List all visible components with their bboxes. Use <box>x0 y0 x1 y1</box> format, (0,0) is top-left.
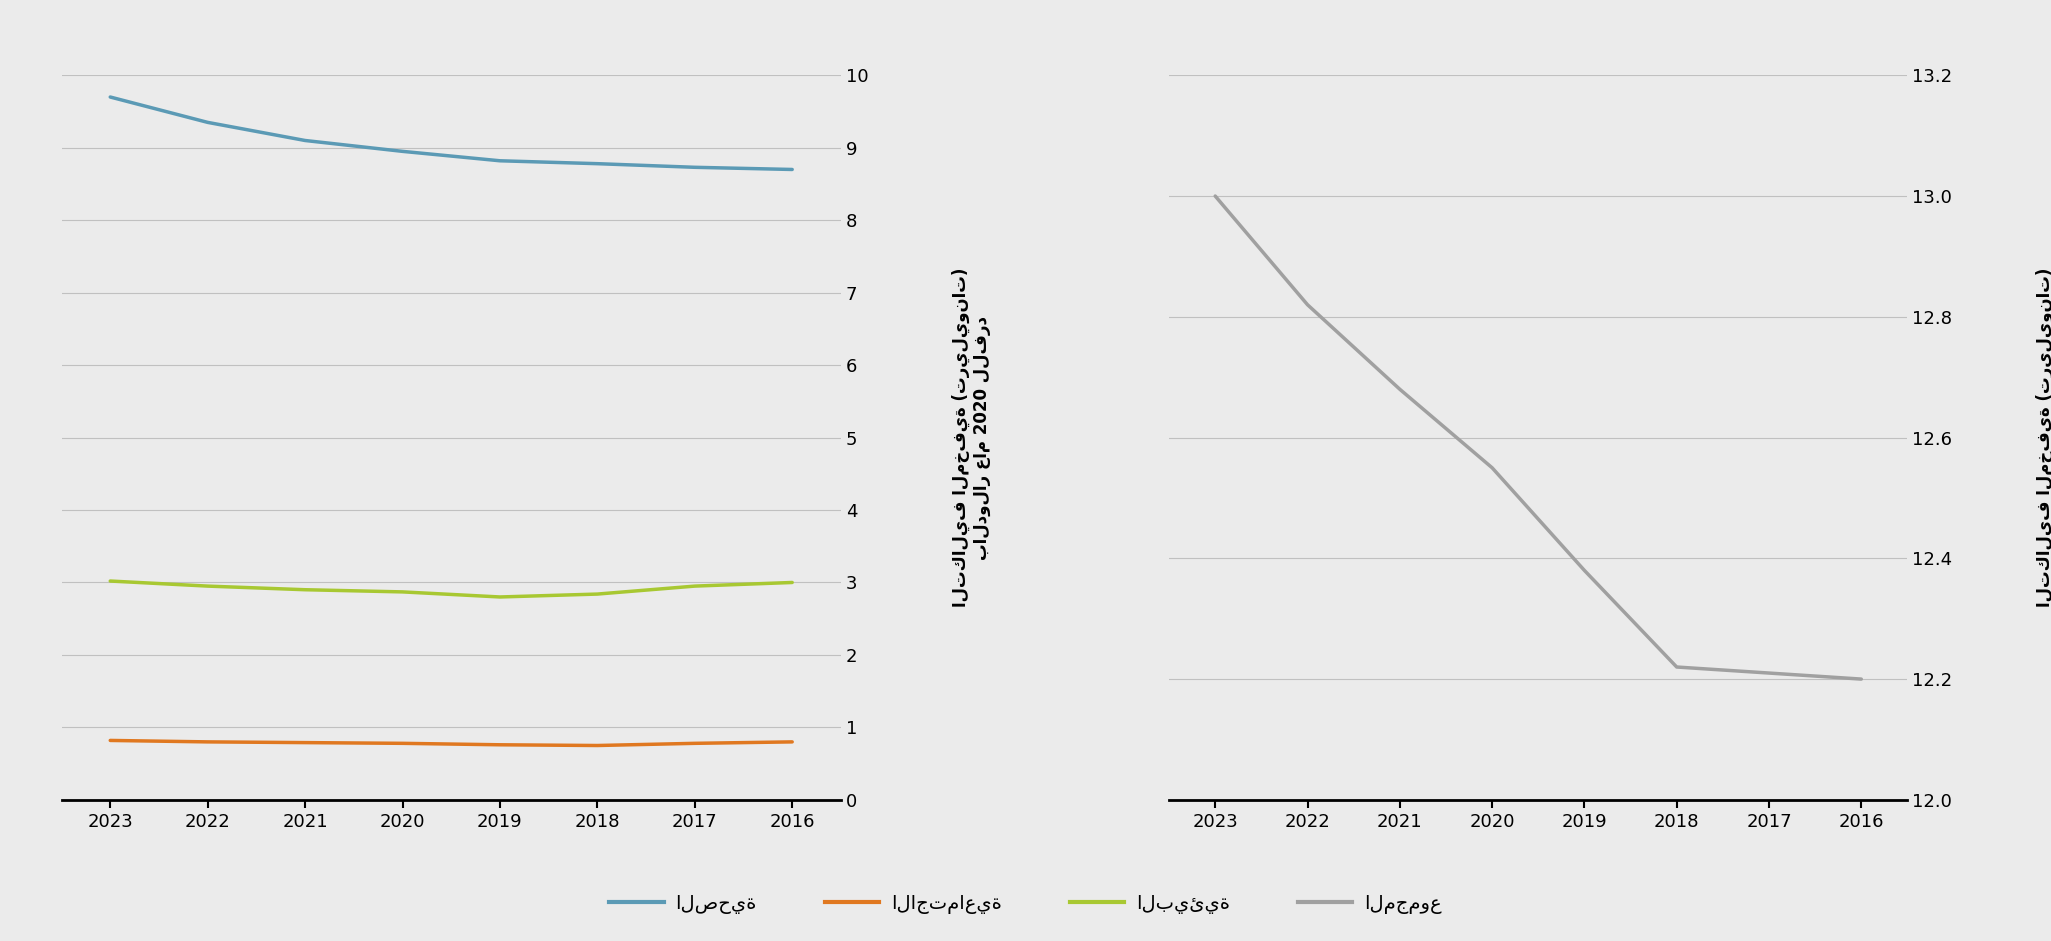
Y-axis label: التكاليف المخفية (تريليونات)
بالدولار عام 2020 للفرد: التكاليف المخفية (تريليونات) بالدولار عا… <box>952 268 991 607</box>
Legend: الصحية, الاجتماعية, البيئية, المجموع: الصحية, الاجتماعية, البيئية, المجموع <box>601 886 1450 922</box>
Y-axis label: التكاليف المخفية (تريليونات)
بالدولار عام 2020 للفرد: التكاليف المخفية (تريليونات) بالدولار عا… <box>2037 268 2051 607</box>
